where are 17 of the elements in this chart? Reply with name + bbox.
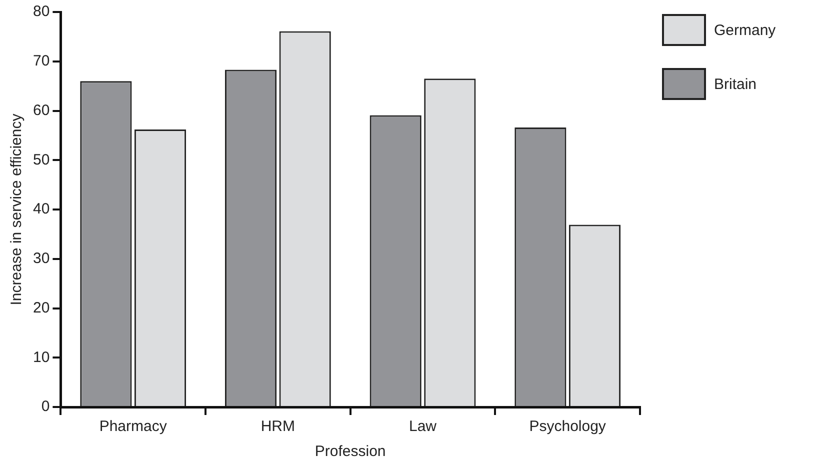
x-tick-label: HRM	[260, 418, 296, 436]
y-axis-title: Increase in service efficiency	[8, 113, 26, 306]
y-tick-label: 20	[32, 299, 50, 316]
y-tick-label: 80	[32, 3, 50, 20]
y-tick-label: 10	[32, 348, 50, 366]
x-tick-label: Pharmacy	[99, 418, 168, 436]
x-tick-label: Law	[408, 418, 437, 436]
legend-label: Britain	[714, 76, 757, 92]
y-tick-label: 60	[32, 102, 50, 119]
y-tick-label: 30	[32, 250, 50, 268]
x-tick-label: Psychology	[529, 418, 606, 436]
y-tick-label: 70	[32, 52, 50, 70]
y-tick-label: 0	[41, 398, 50, 416]
x-axis-title: Profession	[314, 443, 386, 460]
legend-label: Germany	[714, 22, 776, 38]
y-tick-label: 40	[32, 200, 50, 218]
y-tick-label: 50	[32, 151, 50, 168]
